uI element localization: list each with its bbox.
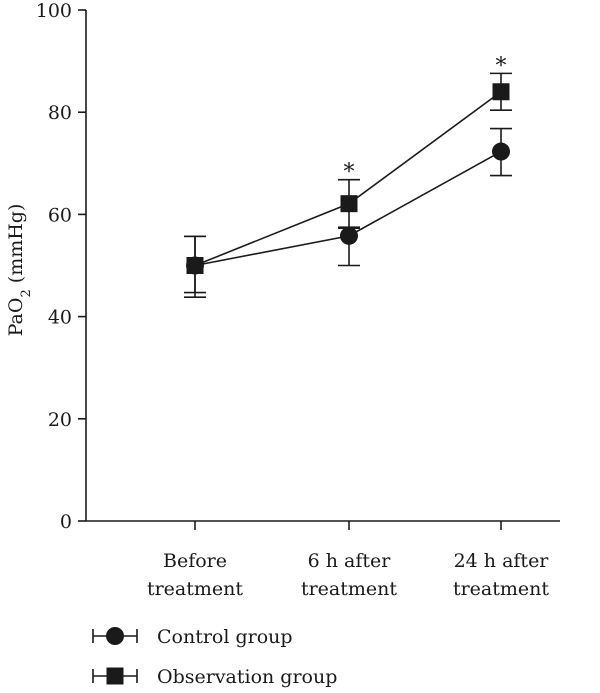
y-tick-labels: 0 20 40 60 80 100 <box>36 0 72 533</box>
x-tick-label-line: 6 h after <box>308 550 392 572</box>
control-data-point <box>492 142 510 161</box>
control-legend-marker <box>106 627 124 645</box>
x-tick-label: 24 h after treatment <box>453 550 549 600</box>
control-data-point <box>340 226 358 245</box>
x-tick-label-line: 24 h after <box>454 550 550 572</box>
axes <box>78 9 560 530</box>
x-tick-label-line: Before <box>163 550 227 572</box>
observation-legend-label: Observation group <box>157 666 337 688</box>
y-tick-label: 0 <box>60 511 72 533</box>
x-tick-label: Before treatment <box>147 550 243 600</box>
observation-data-point <box>492 83 510 101</box>
observation-legend-marker <box>106 667 124 685</box>
significance-star: * <box>496 54 507 79</box>
y-tick-label: 20 <box>48 409 72 431</box>
significance-annotations: ** <box>344 54 507 185</box>
legend: Control group Observation group <box>92 626 337 688</box>
y-tick-label: 40 <box>48 307 72 329</box>
y-tick-label: 80 <box>48 102 72 124</box>
x-tick-label-line: treatment <box>301 578 397 600</box>
observation-data-point <box>340 195 358 213</box>
x-tick-label-line: treatment <box>453 578 549 600</box>
data-markers <box>186 83 510 275</box>
y-tick-label: 60 <box>48 204 72 226</box>
y-axis-label-main: PaO <box>5 298 27 337</box>
control-legend-label: Control group <box>157 626 293 648</box>
x-tick-label: 6 h after treatment <box>301 550 397 600</box>
y-axis-label: PaO2 (mmHg) <box>5 204 34 337</box>
error-bars <box>184 72 512 298</box>
significance-star: * <box>344 160 355 185</box>
y-axis-label-sub: 2 <box>19 289 34 297</box>
observation-data-point <box>186 257 204 274</box>
y-tick-label: 100 <box>36 0 72 22</box>
y-axis-label-unit: (mmHg) <box>5 204 27 290</box>
x-tick-label-line: treatment <box>147 578 243 600</box>
